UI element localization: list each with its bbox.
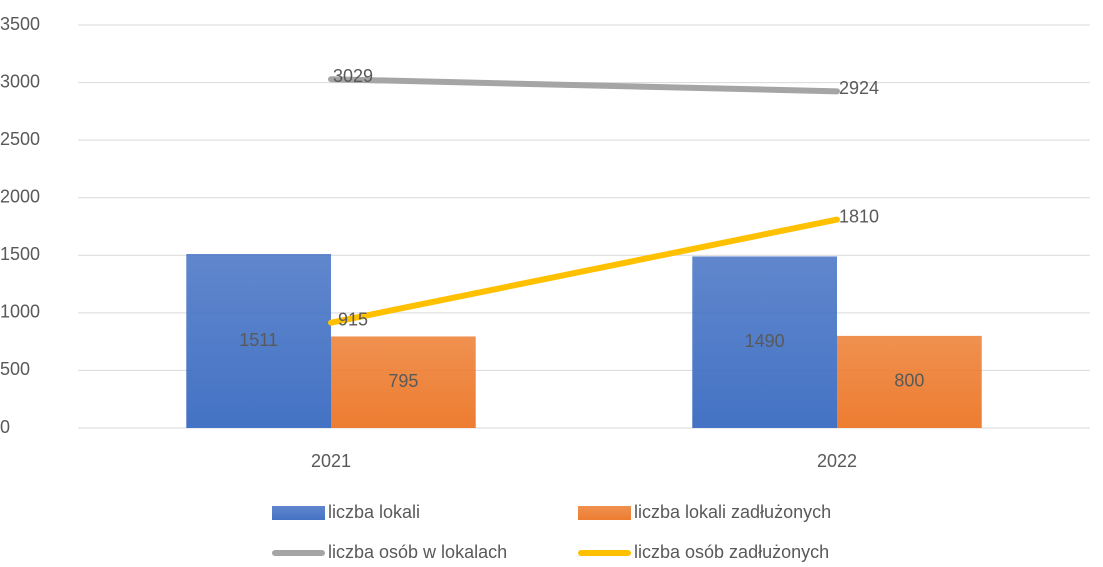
data-label: 795	[388, 371, 418, 391]
y-tick-label: 2000	[0, 186, 40, 206]
x-tick-label: 2022	[817, 451, 857, 471]
legend-label: liczba lokali	[328, 502, 420, 522]
legend-swatch	[272, 506, 325, 520]
y-tick-label: 2500	[0, 129, 40, 149]
bar	[186, 254, 331, 428]
legend-label: liczba osób zadłużonych	[634, 542, 829, 562]
line	[328, 76, 840, 95]
y-tick-label: 3500	[0, 14, 40, 34]
data-label: 1511	[239, 330, 278, 350]
y-tick-label: 0	[0, 417, 10, 437]
y-tick-label: 1000	[0, 302, 40, 322]
data-label: 3029	[333, 66, 373, 86]
legend-label: liczba osób w lokalach	[328, 542, 507, 562]
bar	[837, 335, 982, 428]
line	[328, 216, 840, 326]
y-tick-label: 3000	[0, 71, 40, 91]
data-label: 2924	[839, 78, 879, 98]
data-label: 1810	[839, 206, 879, 226]
bar	[692, 256, 837, 428]
y-tick-label: 500	[0, 359, 30, 379]
data-label: 800	[894, 371, 924, 391]
bar	[331, 336, 476, 428]
legend-label: liczba lokali zadłużonych	[634, 502, 831, 522]
legend-swatch	[578, 506, 631, 520]
data-label: 915	[338, 309, 368, 329]
data-label: 1490	[745, 331, 785, 351]
y-tick-label: 1500	[0, 244, 40, 264]
x-tick-label: 2021	[311, 451, 351, 471]
